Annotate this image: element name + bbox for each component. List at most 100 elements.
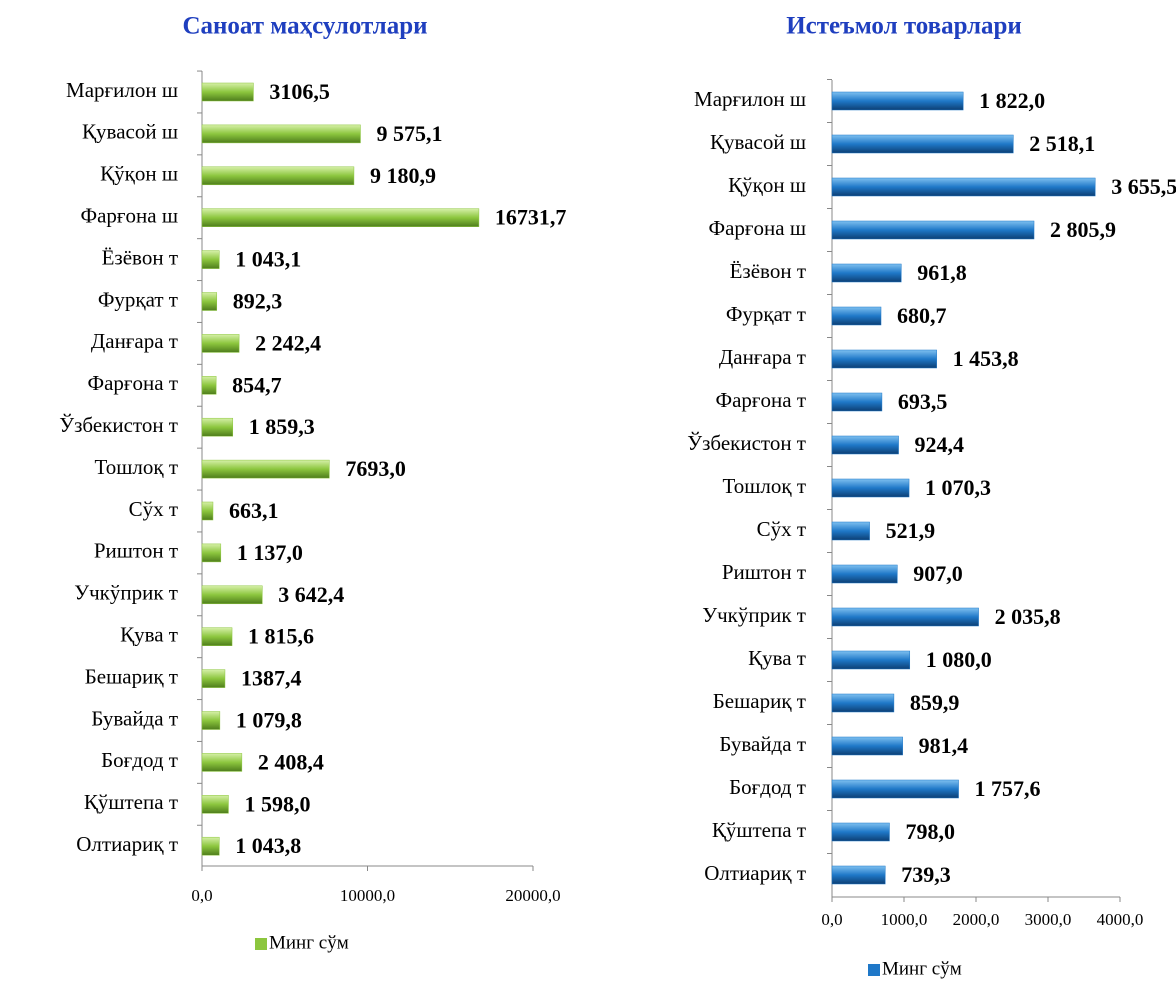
bar — [831, 564, 898, 584]
category-label: Ўзбекистон т — [59, 413, 178, 437]
bar — [201, 82, 254, 102]
value-label: 1 070,3 — [925, 475, 991, 500]
bar — [201, 627, 233, 646]
bar — [831, 650, 911, 670]
bar — [831, 177, 1096, 197]
bar — [201, 836, 220, 856]
chart-title: Истеъмол товарлари — [786, 13, 1022, 40]
value-label: 9 180,9 — [370, 163, 436, 188]
value-label: 1 598,0 — [244, 791, 310, 816]
bar — [201, 711, 221, 730]
bar — [201, 250, 220, 269]
bar — [201, 543, 222, 563]
value-label: 1 080,0 — [926, 647, 992, 672]
bar — [201, 795, 229, 814]
category-label: Қўқон ш — [728, 173, 806, 197]
bar — [831, 263, 902, 283]
value-label: 2 518,1 — [1029, 131, 1095, 156]
x-tick-label: 0,0 — [191, 886, 212, 905]
bar — [201, 208, 480, 227]
category-label: Фурқат т — [98, 287, 178, 311]
category-label: Риштон т — [722, 560, 806, 584]
value-label: 693,5 — [898, 389, 948, 414]
value-label: 9 575,1 — [376, 121, 442, 146]
value-label: 1 815,6 — [248, 624, 314, 649]
category-label: Фарғона ш — [80, 204, 178, 228]
bar — [831, 435, 899, 455]
value-label: 1 859,3 — [249, 414, 315, 439]
bar — [831, 779, 959, 799]
category-label: Қўқон ш — [100, 162, 178, 186]
bar — [201, 334, 240, 353]
x-tick-label: 20000,0 — [505, 886, 560, 905]
category-label: Риштон т — [94, 539, 178, 563]
x-tick-label: 3000,0 — [1025, 910, 1072, 929]
category-label: Фарғона т — [87, 371, 178, 395]
legend-swatch — [255, 938, 267, 950]
bar — [201, 292, 218, 311]
category-label: Қўштепа т — [84, 790, 178, 814]
category-label: Ёзёвон т — [730, 259, 806, 283]
category-label: Олтиариқ т — [76, 832, 178, 856]
value-label: 1 043,8 — [235, 833, 301, 858]
bar — [831, 220, 1035, 240]
x-tick-label: 10000,0 — [340, 886, 395, 905]
value-label: 680,7 — [897, 303, 947, 328]
x-tick-label: 4000,0 — [1097, 910, 1144, 929]
legend-label: Минг сўм — [269, 932, 349, 953]
value-label: 1 137,0 — [237, 540, 303, 565]
legend-label: Минг сўм — [882, 958, 962, 979]
category-label: Фарғона т — [715, 388, 806, 412]
value-label: 924,4 — [915, 432, 965, 457]
value-label: 2 242,4 — [255, 330, 321, 355]
value-label: 961,8 — [917, 260, 967, 285]
category-label: Сўх т — [757, 517, 806, 541]
value-label: 3 655,5 — [1111, 174, 1176, 199]
bar — [201, 459, 330, 479]
value-label: 859,9 — [910, 690, 960, 715]
bar — [201, 669, 226, 688]
category-label: Тошлоқ т — [722, 474, 806, 498]
bar — [831, 865, 886, 885]
category-label: Қува т — [748, 646, 806, 670]
category-label: Олтиариқ т — [704, 861, 806, 885]
category-label: Бувайда т — [91, 706, 178, 730]
bar — [831, 91, 964, 111]
category-label: Тошлоқ т — [94, 455, 178, 479]
category-label: Бешариқ т — [85, 664, 178, 688]
value-label: 1 043,1 — [235, 247, 301, 272]
category-label: Қувасой ш — [82, 120, 178, 144]
category-label: Фурқат т — [726, 302, 806, 326]
category-label: Қувасой ш — [710, 130, 806, 154]
bar — [831, 736, 903, 756]
bar — [201, 585, 263, 605]
category-label: Бувайда т — [719, 732, 806, 756]
bar — [201, 501, 214, 521]
bar — [831, 478, 910, 498]
bar — [831, 607, 979, 627]
value-label: 1 079,8 — [236, 708, 302, 733]
value-label: 907,0 — [913, 561, 963, 586]
category-label: Боғдод т — [729, 775, 806, 799]
value-label: 798,0 — [905, 819, 955, 844]
legend-swatch — [868, 964, 880, 976]
bar — [201, 376, 217, 395]
category-label: Учкўприк т — [702, 603, 806, 627]
value-label: 739,3 — [901, 862, 951, 887]
x-tick-label: 2000,0 — [953, 910, 1000, 929]
category-label: Бешариқ т — [713, 689, 806, 713]
value-label: 7693,0 — [345, 456, 406, 481]
x-tick-label: 0,0 — [821, 910, 842, 929]
value-label: 663,1 — [229, 498, 279, 523]
category-label: Фарғона ш — [708, 216, 806, 240]
value-label: 3106,5 — [269, 79, 330, 104]
category-label: Сўх т — [129, 497, 178, 521]
value-label: 1 822,0 — [979, 88, 1045, 113]
category-label: Қўштепа т — [712, 818, 806, 842]
category-label: Қува т — [120, 623, 178, 647]
value-label: 521,9 — [886, 518, 936, 543]
bar — [831, 693, 895, 713]
category-label: Боғдод т — [101, 748, 178, 772]
bar — [831, 306, 882, 326]
